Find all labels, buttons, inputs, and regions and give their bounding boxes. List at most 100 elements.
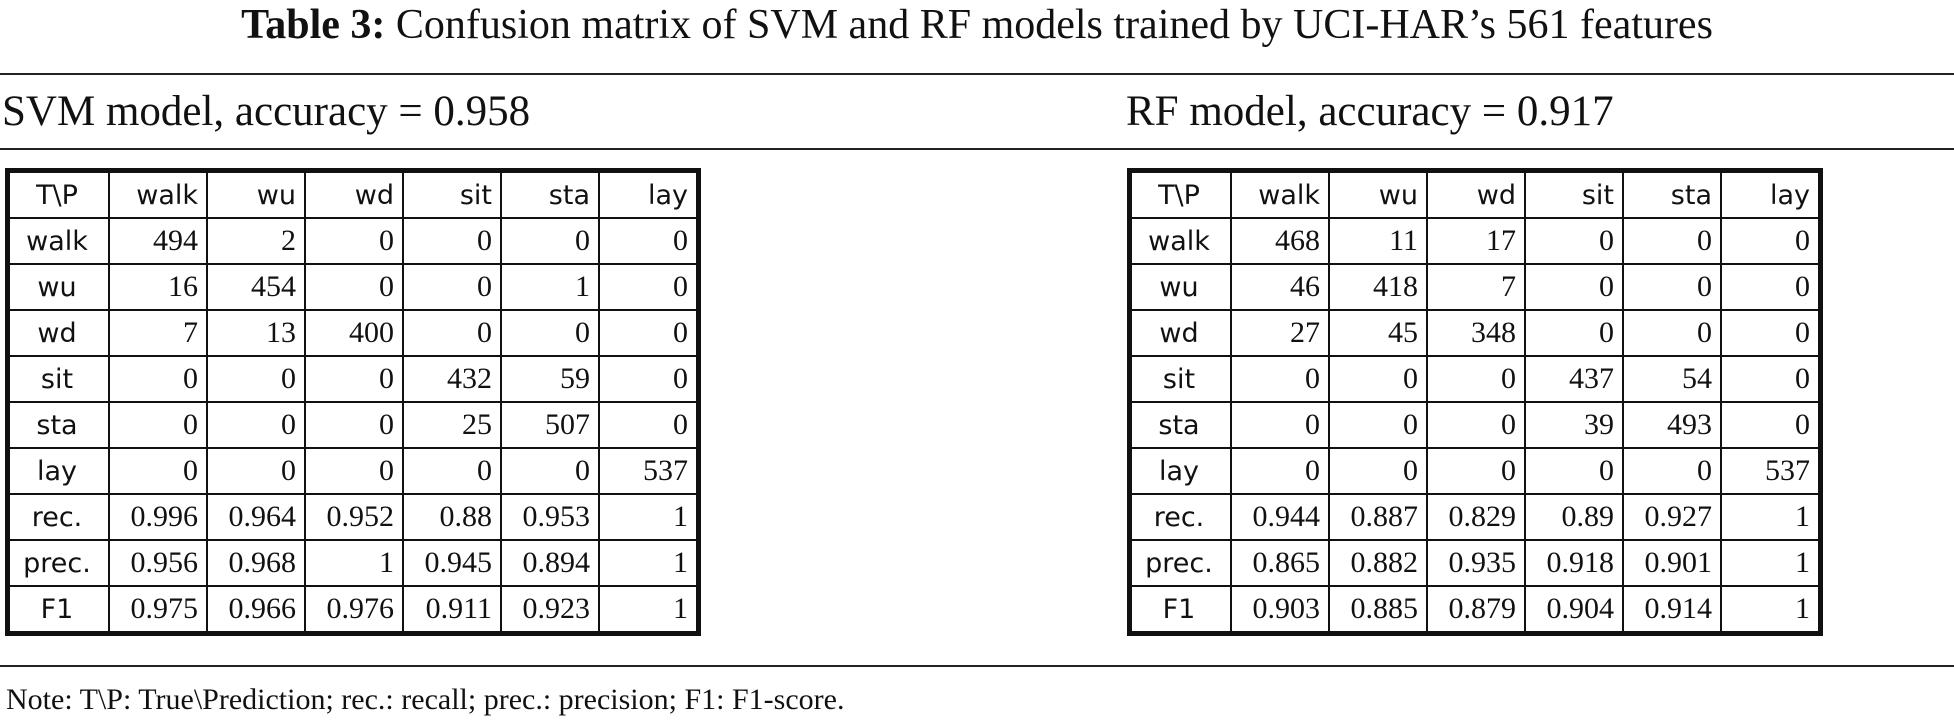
table-cell: 0 xyxy=(1328,401,1428,449)
table-cell: 494 xyxy=(108,217,208,265)
table-cell: 0.952 xyxy=(304,493,404,541)
column-header: walk xyxy=(108,169,208,219)
table-cell: 0.865 xyxy=(1230,539,1330,587)
column-header: lay xyxy=(1720,169,1822,219)
table-cell: 454 xyxy=(206,263,306,311)
table-row: rec. 0.996 0.964 0.952 0.88 0.953 1 xyxy=(6,493,700,541)
row-header: wu xyxy=(1128,263,1232,311)
table-cell: 0.964 xyxy=(206,493,306,541)
table-cell: 0 xyxy=(1720,263,1822,311)
table-cell: 493 xyxy=(1622,401,1722,449)
table-cell: 0.953 xyxy=(500,493,600,541)
column-header: lay xyxy=(598,169,700,219)
table-cell: 0 xyxy=(1426,355,1526,403)
table-cell: 507 xyxy=(500,401,600,449)
table-cell: 0 xyxy=(1720,309,1822,357)
table-cell: 16 xyxy=(108,263,208,311)
row-header: prec. xyxy=(1128,539,1232,587)
table-cell: 0 xyxy=(1328,447,1428,495)
table-cell: 11 xyxy=(1328,217,1428,265)
table-cell: 0 xyxy=(598,355,700,403)
table-cell: 0 xyxy=(1622,217,1722,265)
table-cell: 0 xyxy=(304,401,404,449)
table-cell: 0.882 xyxy=(1328,539,1428,587)
table-cell: 0.911 xyxy=(402,585,502,635)
table-cell: 0.968 xyxy=(206,539,306,587)
row-header: sta xyxy=(6,401,110,449)
table-cell: 0 xyxy=(500,309,600,357)
table-cell: 432 xyxy=(402,355,502,403)
column-header: sta xyxy=(1622,169,1722,219)
table-cell: 0 xyxy=(304,217,404,265)
table-cell: 0 xyxy=(1328,355,1428,403)
table-cell: 1 xyxy=(1720,585,1822,635)
table-cell: 0.89 xyxy=(1524,493,1624,541)
row-header: sta xyxy=(1128,401,1232,449)
table-cell: 13 xyxy=(206,309,306,357)
table-cell: 59 xyxy=(500,355,600,403)
table-cell: 0.927 xyxy=(1622,493,1722,541)
rf-title: RF model, accuracy = 0.917 xyxy=(1126,88,1614,135)
table-cell: 0 xyxy=(304,355,404,403)
table-cell: 418 xyxy=(1328,263,1428,311)
table-cell: 0.904 xyxy=(1524,585,1624,635)
table-cell: 0 xyxy=(402,309,502,357)
table-cell: 0 xyxy=(1426,401,1526,449)
column-header: wu xyxy=(206,169,306,219)
table-cell: 1 xyxy=(598,585,700,635)
table-cell: 0 xyxy=(206,447,306,495)
table-cell: 0 xyxy=(598,401,700,449)
column-header: wd xyxy=(304,169,404,219)
table-cell: 0.88 xyxy=(402,493,502,541)
table-cell: 0 xyxy=(1230,447,1330,495)
table-cell: 0 xyxy=(1720,401,1822,449)
table-cell: 348 xyxy=(1426,309,1526,357)
svm-title: SVM model, accuracy = 0.958 xyxy=(2,88,531,135)
table-cell: 0.887 xyxy=(1328,493,1428,541)
table-row: prec. 0.865 0.882 0.935 0.918 0.901 1 xyxy=(1128,539,1822,587)
table-cell: 0 xyxy=(500,217,600,265)
table-cell: 537 xyxy=(1720,447,1822,495)
table-row: wd 7 13 400 0 0 0 xyxy=(6,309,700,357)
table-cell: 45 xyxy=(1328,309,1428,357)
table-row: rec. 0.944 0.887 0.829 0.89 0.927 1 xyxy=(1128,493,1822,541)
table-cell: 537 xyxy=(598,447,700,495)
row-header: lay xyxy=(6,447,110,495)
corner-header: T\P xyxy=(6,169,110,219)
table-cell: 0 xyxy=(108,401,208,449)
row-header: wd xyxy=(1128,309,1232,357)
table-cell: 0.996 xyxy=(108,493,208,541)
table-cell: 0 xyxy=(1622,263,1722,311)
column-header: sit xyxy=(402,169,502,219)
table-cell: 0 xyxy=(1622,309,1722,357)
table-cell: 0 xyxy=(108,447,208,495)
table-cell: 27 xyxy=(1230,309,1330,357)
table-cell: 54 xyxy=(1622,355,1722,403)
table-cell: 0 xyxy=(402,263,502,311)
table-cell: 0 xyxy=(598,217,700,265)
row-header: F1 xyxy=(1128,585,1232,635)
table-cell: 0 xyxy=(402,217,502,265)
table-cell: 7 xyxy=(108,309,208,357)
table-cell: 0.976 xyxy=(304,585,404,635)
table-row: sta 0 0 0 39 493 0 xyxy=(1128,401,1822,449)
column-header: sta xyxy=(500,169,600,219)
table-row: sit 0 0 0 432 59 0 xyxy=(6,355,700,403)
table-cell: 437 xyxy=(1524,355,1624,403)
table-cell: 0 xyxy=(1524,309,1624,357)
table-cell: 1 xyxy=(500,263,600,311)
table-cell: 0.879 xyxy=(1426,585,1526,635)
table-cell: 0 xyxy=(108,355,208,403)
row-header: wd xyxy=(6,309,110,357)
table-cell: 0 xyxy=(598,263,700,311)
rf-confusion-matrix: T\P walk wu wd sit sta lay walk 468 11 17 0 0 0 wu 46 4… xyxy=(1127,168,1823,636)
caption-label: Table 3: xyxy=(241,2,386,48)
table-cell: 468 xyxy=(1230,217,1330,265)
table-cell: 2 xyxy=(206,217,306,265)
table-cell: 0.894 xyxy=(500,539,600,587)
table-cell: 0 xyxy=(1720,217,1822,265)
row-header: rec. xyxy=(1128,493,1232,541)
column-header: sit xyxy=(1524,169,1624,219)
top-rule xyxy=(0,73,1954,75)
table-cell: 0.885 xyxy=(1328,585,1428,635)
